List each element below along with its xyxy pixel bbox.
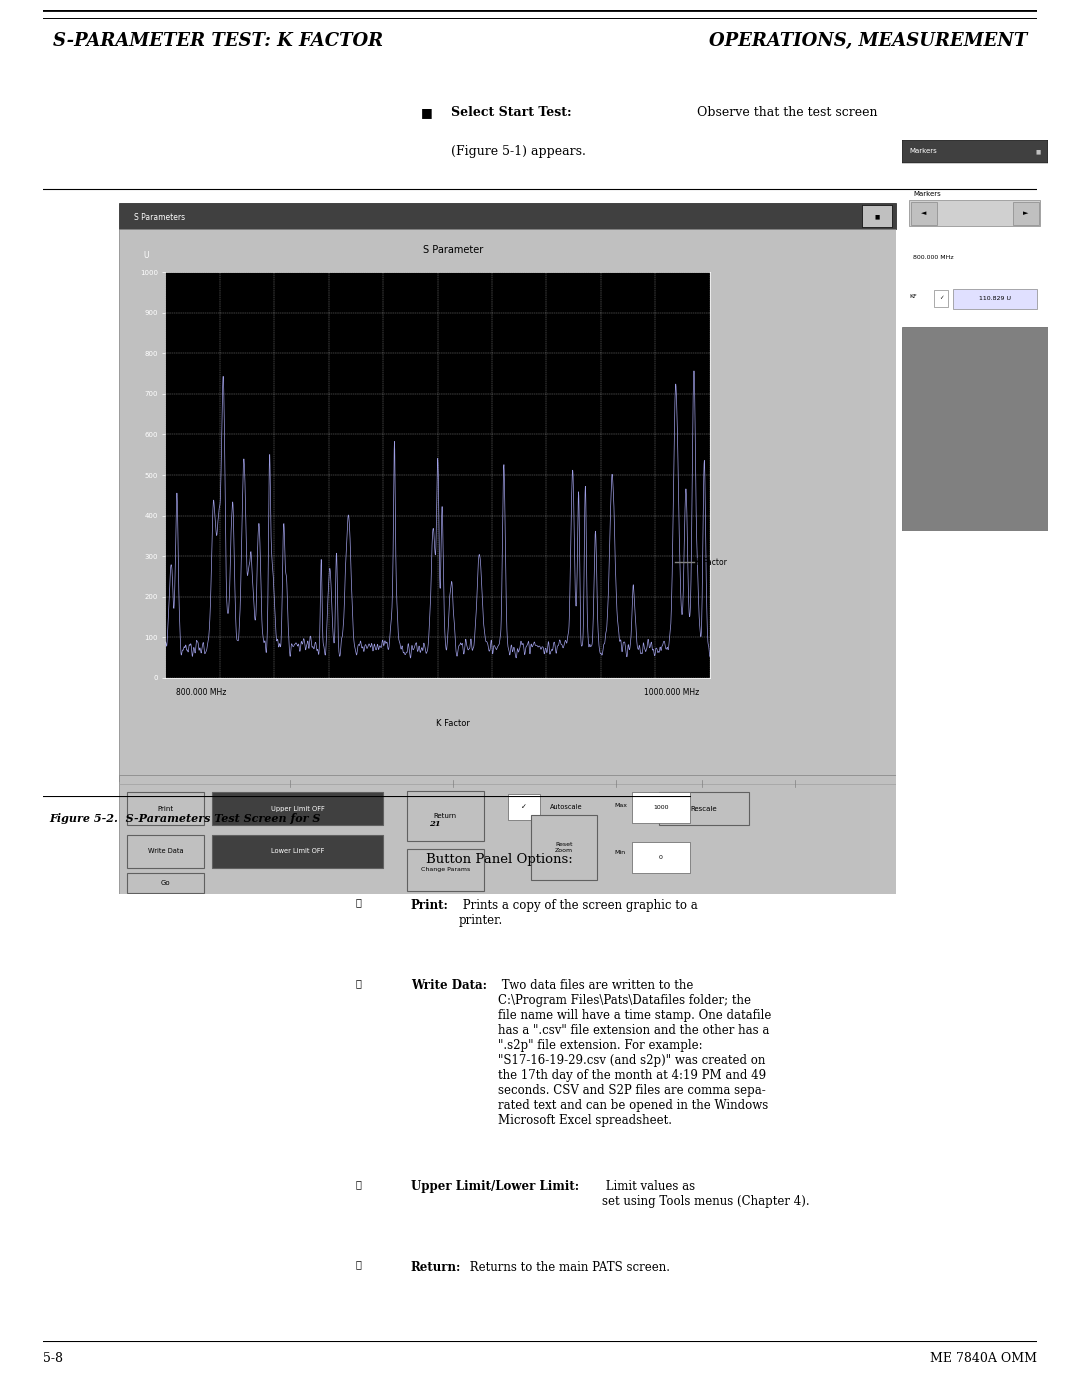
Text: ❑: ❑ xyxy=(355,898,361,908)
Text: ❑: ❑ xyxy=(355,1260,361,1270)
Text: S-PARAMETER TEST: K FACTOR: S-PARAMETER TEST: K FACTOR xyxy=(53,32,383,49)
Text: 5-8: 5-8 xyxy=(43,1352,64,1365)
Text: Limit values as
set using Tools menus (Chapter 4).: Limit values as set using Tools menus (C… xyxy=(602,1180,809,1208)
Text: ■: ■ xyxy=(875,214,879,219)
Text: Print:: Print: xyxy=(410,898,448,912)
Text: K Factor: K Factor xyxy=(697,557,727,567)
Text: Max: Max xyxy=(615,802,627,807)
Text: Upper Limit OFF: Upper Limit OFF xyxy=(271,806,324,812)
Text: Min: Min xyxy=(615,849,625,855)
FancyBboxPatch shape xyxy=(910,203,936,225)
Text: ■: ■ xyxy=(1036,149,1041,154)
FancyBboxPatch shape xyxy=(508,795,540,820)
Text: 0: 0 xyxy=(659,855,663,859)
Text: 800.000 MHz: 800.000 MHz xyxy=(176,687,227,697)
FancyBboxPatch shape xyxy=(953,289,1038,309)
FancyBboxPatch shape xyxy=(212,835,383,868)
FancyBboxPatch shape xyxy=(119,229,896,782)
Text: 21: 21 xyxy=(429,820,441,827)
Text: Reset
Zoom: Reset Zoom xyxy=(555,842,573,852)
Text: Upper Limit/Lower Limit:: Upper Limit/Lower Limit: xyxy=(410,1180,579,1193)
Text: KF: KF xyxy=(909,293,917,299)
Text: Write Data:: Write Data: xyxy=(410,979,487,992)
Text: ✓: ✓ xyxy=(939,296,944,300)
Text: Returns to the main PATS screen.: Returns to the main PATS screen. xyxy=(467,1260,671,1274)
Text: Print: Print xyxy=(158,806,174,812)
FancyBboxPatch shape xyxy=(531,814,597,880)
Text: Rescale: Rescale xyxy=(690,806,717,812)
FancyBboxPatch shape xyxy=(126,835,204,868)
Text: ◄: ◄ xyxy=(921,210,927,217)
FancyBboxPatch shape xyxy=(119,775,896,894)
Text: Button Panel Options:: Button Panel Options: xyxy=(426,854,572,866)
Text: ❑: ❑ xyxy=(355,1180,361,1189)
Text: Return:: Return: xyxy=(410,1260,461,1274)
FancyBboxPatch shape xyxy=(632,842,690,873)
FancyBboxPatch shape xyxy=(934,289,948,307)
Text: S Parameters: S Parameters xyxy=(134,212,186,222)
FancyBboxPatch shape xyxy=(126,792,204,826)
Text: 800.000 MHz: 800.000 MHz xyxy=(914,254,954,260)
Text: Lower Limit OFF: Lower Limit OFF xyxy=(271,848,324,855)
Text: Write Data: Write Data xyxy=(148,848,184,855)
Text: Return: Return xyxy=(434,813,457,819)
Text: ME 7840A OMM: ME 7840A OMM xyxy=(930,1352,1037,1365)
FancyBboxPatch shape xyxy=(126,873,204,893)
FancyBboxPatch shape xyxy=(1013,203,1039,225)
Text: Observe that the test screen: Observe that the test screen xyxy=(689,106,878,119)
Text: Change Params: Change Params xyxy=(421,868,470,872)
Text: OPERATIONS, MEASUREMENT: OPERATIONS, MEASUREMENT xyxy=(708,32,1027,49)
Text: S Parameter: S Parameter xyxy=(423,244,483,256)
FancyBboxPatch shape xyxy=(406,849,484,890)
Text: 110.829 U: 110.829 U xyxy=(980,296,1011,302)
FancyBboxPatch shape xyxy=(862,205,892,228)
Text: (Figure 5-1) appears.: (Figure 5-1) appears. xyxy=(450,145,585,158)
FancyBboxPatch shape xyxy=(902,140,1048,163)
Text: 1000: 1000 xyxy=(653,805,669,810)
Text: Autoscale: Autoscale xyxy=(551,805,583,810)
FancyBboxPatch shape xyxy=(212,792,383,826)
Text: Markers: Markers xyxy=(909,148,936,155)
Text: ✓: ✓ xyxy=(521,805,527,810)
Text: K Factor: K Factor xyxy=(436,719,470,728)
Text: U: U xyxy=(144,251,149,260)
FancyBboxPatch shape xyxy=(632,792,690,823)
FancyBboxPatch shape xyxy=(406,791,484,841)
Text: Prints a copy of the screen graphic to a
printer.: Prints a copy of the screen graphic to a… xyxy=(459,898,698,926)
Text: ►: ► xyxy=(1023,210,1028,217)
FancyBboxPatch shape xyxy=(902,327,1048,531)
FancyBboxPatch shape xyxy=(119,203,896,229)
FancyBboxPatch shape xyxy=(909,200,1040,226)
Text: ❑: ❑ xyxy=(355,979,361,988)
FancyBboxPatch shape xyxy=(659,792,748,826)
Text: Two data files are written to the
C:\Program Files\Pats\Datafiles folder; the
fi: Two data files are written to the C:\Pro… xyxy=(498,979,771,1127)
Text: Markers: Markers xyxy=(914,191,941,197)
Text: ■: ■ xyxy=(421,106,432,119)
Text: Go: Go xyxy=(161,880,171,886)
Text: Select Start Test:: Select Start Test: xyxy=(450,106,571,119)
Text: 1000.000 MHz: 1000.000 MHz xyxy=(644,687,699,697)
Text: Figure 5-2.  S-Parameters Test Screen for S: Figure 5-2. S-Parameters Test Screen for… xyxy=(50,813,321,824)
